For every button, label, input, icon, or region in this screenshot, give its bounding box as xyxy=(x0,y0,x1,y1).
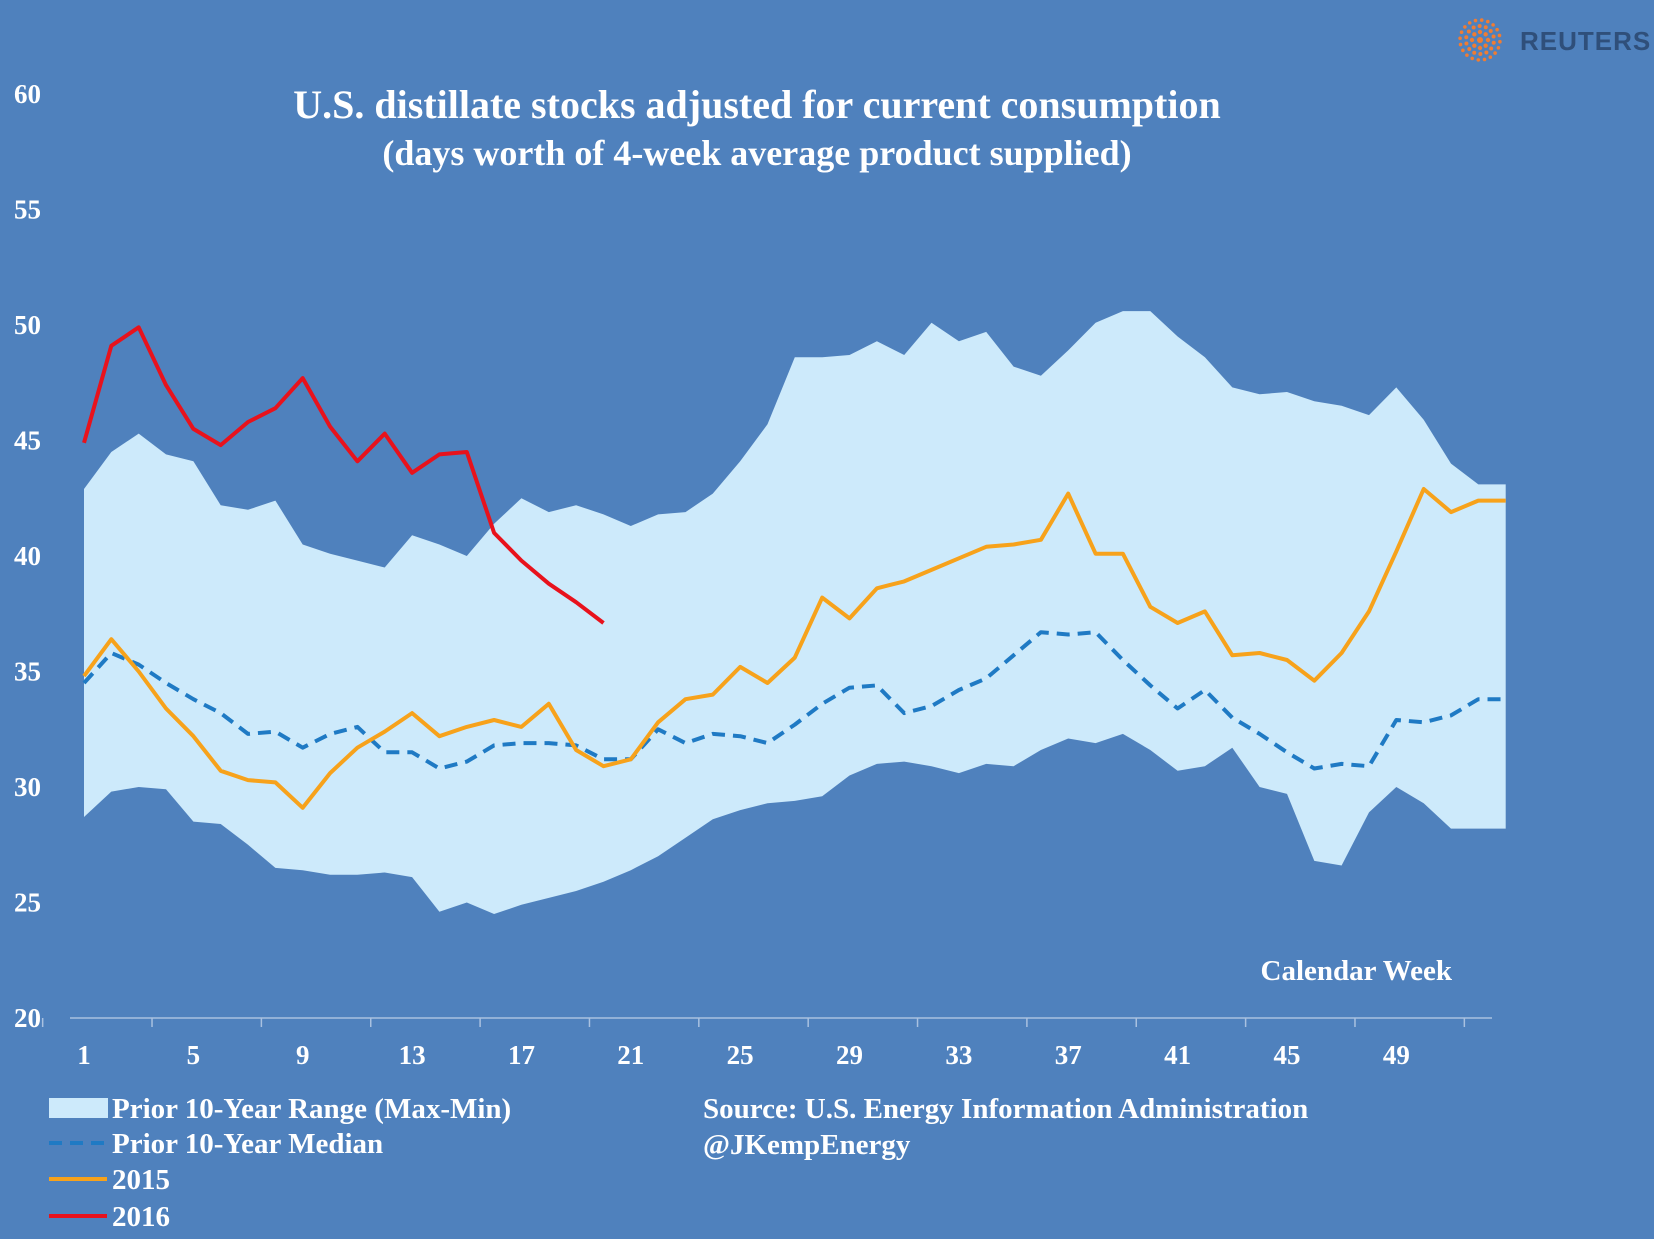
logo-dot xyxy=(1464,35,1469,40)
logo-dot xyxy=(1465,53,1469,57)
y-tick-label: 30 xyxy=(14,772,41,802)
x-tick-label: 17 xyxy=(508,1040,535,1070)
logo-dot xyxy=(1467,46,1472,51)
x-tick-label: 41 xyxy=(1164,1040,1191,1070)
logo-dot xyxy=(1478,51,1483,56)
y-tick-label: 20 xyxy=(14,1003,41,1033)
logo-dot xyxy=(1477,45,1483,51)
y-tick-label: 50 xyxy=(14,310,41,340)
logo-dot xyxy=(1467,21,1472,25)
y-tick-label: 55 xyxy=(14,195,41,225)
logo-dot xyxy=(1471,25,1476,30)
chart-subtitle: (days worth of 4-week average product su… xyxy=(382,133,1131,173)
logo-dot xyxy=(1482,57,1487,62)
x-tick-label: 49 xyxy=(1383,1040,1410,1070)
logo-dot xyxy=(1484,50,1489,55)
logo-dot xyxy=(1464,41,1469,46)
range-band-layer xyxy=(84,311,1506,915)
logo-dot xyxy=(1495,27,1499,32)
x-tick-label: 45 xyxy=(1273,1040,1300,1070)
legend-item-median: Prior 10-Year Median xyxy=(49,1128,383,1160)
logo-dot xyxy=(1477,37,1483,43)
logo-dot xyxy=(1476,58,1481,62)
legend-label-2015: 2015 xyxy=(112,1164,170,1196)
logo-dot xyxy=(1463,25,1467,29)
logo-dot xyxy=(1479,18,1484,22)
x-tick-label: 5 xyxy=(187,1040,201,1070)
logo-dot xyxy=(1477,29,1483,35)
logo-dot xyxy=(1488,29,1493,34)
logo-dot xyxy=(1493,51,1497,55)
reuters-dot-logo-icon xyxy=(1458,18,1502,62)
logo-dot xyxy=(1466,29,1471,34)
x-tick-label: 1 xyxy=(77,1040,91,1070)
x-tick-label: 9 xyxy=(296,1040,310,1070)
y-tick-label: 45 xyxy=(14,426,41,456)
logo-dot xyxy=(1470,56,1475,61)
y-tick-label: 40 xyxy=(14,541,41,571)
x-tick-label: 25 xyxy=(727,1040,754,1070)
logo-dot xyxy=(1473,18,1478,23)
legend-item-2016: 2016 xyxy=(49,1201,170,1233)
logo-dot xyxy=(1491,23,1495,27)
series-lines-layer xyxy=(82,325,1506,810)
x-tick-label: 13 xyxy=(399,1040,426,1070)
legend-label-2016: 2016 xyxy=(112,1201,170,1233)
logo-dot xyxy=(1491,40,1496,45)
y-tick-label: 25 xyxy=(14,888,41,918)
x-tick-label: 33 xyxy=(945,1040,972,1070)
x-axis xyxy=(41,1017,1492,1027)
series-line-2015 xyxy=(82,487,1506,810)
logo-dot xyxy=(1489,46,1494,51)
legend-label-median: Prior 10-Year Median xyxy=(112,1128,383,1160)
logo-dot xyxy=(1483,32,1488,37)
legend-swatch-range xyxy=(49,1098,108,1118)
logo-dot xyxy=(1483,25,1488,30)
logo-dot xyxy=(1483,43,1488,48)
logo-dot xyxy=(1485,19,1490,24)
logo-dot xyxy=(1491,34,1496,39)
logo-dot xyxy=(1469,37,1475,43)
x-tick-label: 37 xyxy=(1055,1040,1082,1070)
y-tick-label: 35 xyxy=(14,657,41,687)
logo-dot xyxy=(1477,24,1482,29)
brand-name: REUTERS xyxy=(1520,26,1651,56)
logo-dot xyxy=(1497,33,1502,38)
logo-dot xyxy=(1458,36,1462,41)
series-line-median xyxy=(82,630,1506,771)
legend-label-range: Prior 10-Year Range (Max-Min) xyxy=(112,1093,511,1125)
legend-item-range: Prior 10-Year Range (Max-Min) xyxy=(49,1093,511,1125)
chart-title: U.S. distillate stocks adjusted for curr… xyxy=(293,82,1220,127)
x-tick-label: 29 xyxy=(836,1040,863,1070)
reuters-logo: REUTERS xyxy=(1458,18,1651,62)
legend: Prior 10-Year Range (Max-Min) Prior 10-Y… xyxy=(49,1093,511,1233)
logo-dot xyxy=(1485,37,1491,43)
legend-item-2015: 2015 xyxy=(49,1164,170,1196)
logo-dot xyxy=(1472,32,1477,37)
logo-dot xyxy=(1459,30,1464,35)
logo-dot xyxy=(1488,55,1493,59)
logo-dot xyxy=(1458,42,1463,47)
y-axis-ticks: 20 25 30 35 40 45 50 55 60 xyxy=(14,79,41,1033)
logo-dot xyxy=(1461,48,1465,53)
logo-dot xyxy=(1498,39,1502,44)
author-note: @JKempEnergy xyxy=(703,1129,911,1161)
logo-dot xyxy=(1472,43,1477,48)
x-axis-label: Calendar Week xyxy=(1261,955,1453,987)
series-range-band xyxy=(84,311,1506,915)
series-line-2016 xyxy=(82,325,605,625)
logo-dot xyxy=(1496,45,1501,50)
x-tick-label: 21 xyxy=(617,1040,644,1070)
y-tick-label: 60 xyxy=(14,79,41,109)
x-axis-ticks: 1 5 9 13 17 21 25 29 33 37 41 45 49 xyxy=(77,1040,1410,1070)
logo-dot xyxy=(1472,50,1477,55)
source-note: Source: U.S. Energy Information Administ… xyxy=(703,1093,1308,1125)
